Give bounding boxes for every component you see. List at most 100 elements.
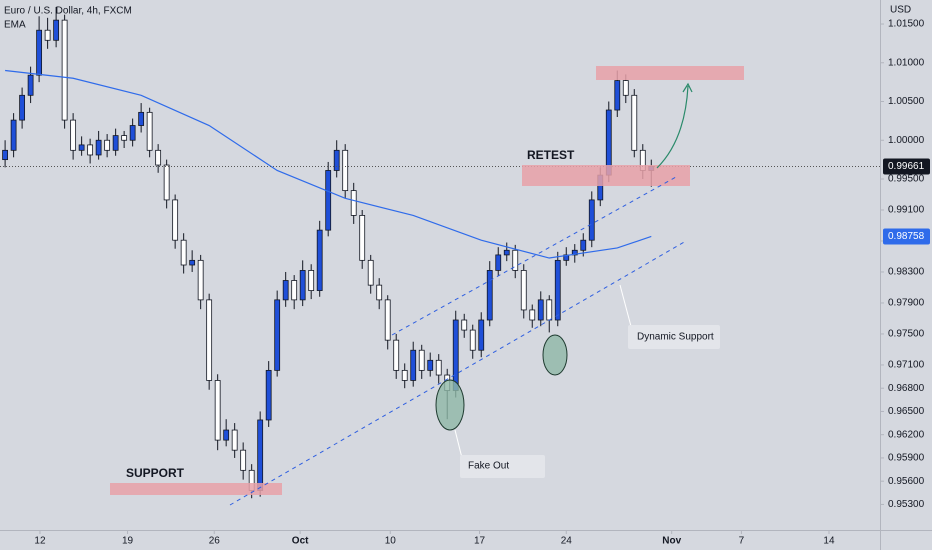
highlight-ellipse bbox=[435, 379, 465, 431]
callout-box bbox=[460, 455, 545, 478]
candle-body bbox=[393, 339, 400, 371]
x-tick-label: 14 bbox=[823, 536, 835, 547]
x-tick-label: 12 bbox=[34, 536, 46, 547]
annotation: RETEST bbox=[527, 148, 575, 162]
x-tick-label: 19 bbox=[122, 536, 134, 547]
candle-body bbox=[571, 249, 578, 256]
y-tick-label: 0.96500 bbox=[888, 406, 925, 417]
candle-body bbox=[537, 299, 544, 321]
y-tick-label: 0.95300 bbox=[888, 499, 925, 510]
candle-body bbox=[512, 249, 519, 271]
y-tick-label: 0.96800 bbox=[888, 383, 925, 394]
callout-box bbox=[628, 325, 720, 349]
candle-body bbox=[554, 259, 561, 321]
candle-body bbox=[384, 299, 391, 341]
y-tick-label: 0.99500 bbox=[888, 174, 925, 185]
y-tick-label: 1.00000 bbox=[888, 135, 925, 146]
retest-zone bbox=[522, 165, 690, 186]
candle-body bbox=[70, 119, 77, 151]
candle-body bbox=[19, 94, 26, 121]
highlight-ellipse bbox=[542, 334, 568, 376]
y-tick-label: 1.01000 bbox=[888, 57, 925, 68]
candle-body bbox=[333, 149, 340, 171]
candle-body bbox=[95, 139, 102, 156]
candle-body bbox=[257, 419, 264, 491]
callout-line bbox=[454, 429, 463, 459]
candle-body bbox=[631, 94, 638, 151]
chart-title: Euro / U.S. Dollar, 4h, FXCM bbox=[4, 6, 132, 17]
candle-body bbox=[427, 359, 434, 371]
candle-body bbox=[478, 319, 485, 351]
axis-unit: USD bbox=[890, 5, 911, 16]
candle-body bbox=[44, 29, 51, 41]
candle-body bbox=[2, 149, 9, 161]
candle-body bbox=[138, 111, 145, 126]
candle-body bbox=[580, 239, 587, 251]
candle-body bbox=[376, 284, 383, 301]
candle-body bbox=[231, 429, 238, 451]
candle-body bbox=[87, 144, 94, 156]
ema-price-label: 0.98758 bbox=[888, 231, 925, 242]
y-tick-label: 0.98300 bbox=[888, 267, 925, 278]
candle-body bbox=[265, 369, 272, 421]
x-tick-label: Oct bbox=[292, 536, 309, 547]
arrow-head bbox=[682, 82, 693, 93]
ema-line bbox=[5, 69, 652, 259]
annotation: Fake Out bbox=[468, 461, 509, 472]
candle-body bbox=[240, 449, 247, 471]
candle-body bbox=[282, 280, 289, 301]
candle-body bbox=[410, 349, 417, 381]
candle-body bbox=[112, 135, 119, 151]
candle-body bbox=[350, 190, 357, 216]
candle-body bbox=[163, 164, 170, 201]
candle-body bbox=[214, 380, 221, 441]
candle-body bbox=[197, 259, 204, 301]
candle-body bbox=[359, 215, 366, 261]
candle-body bbox=[299, 270, 306, 301]
candle-body bbox=[325, 170, 332, 231]
candle-body bbox=[180, 239, 187, 266]
candle-body bbox=[546, 299, 553, 321]
candle-body bbox=[27, 74, 34, 96]
candle-body bbox=[614, 80, 621, 111]
candle-body bbox=[529, 309, 536, 321]
trend-line bbox=[391, 176, 677, 336]
y-tick-label: 0.96200 bbox=[888, 429, 925, 440]
last-price-label: 0.99661 bbox=[888, 161, 925, 172]
annotation: SUPPORT bbox=[126, 466, 185, 480]
indicator-name: EMA bbox=[4, 20, 26, 31]
candle-body bbox=[53, 19, 60, 41]
candle-body bbox=[520, 270, 527, 311]
candle-body bbox=[452, 319, 459, 391]
candle-body bbox=[308, 270, 315, 291]
candle-body bbox=[622, 80, 629, 96]
target-zone bbox=[596, 66, 744, 80]
candle-body bbox=[495, 254, 502, 271]
drawings: SUPPORT RETEST Fake Out Dynamic Support bbox=[110, 66, 744, 506]
candle-body bbox=[61, 19, 68, 121]
y-tick-label: 1.00500 bbox=[888, 96, 925, 107]
x-tick-label: 7 bbox=[739, 536, 745, 547]
candle-body bbox=[104, 139, 111, 151]
candle-body bbox=[78, 144, 85, 151]
ema-price-box bbox=[883, 228, 930, 245]
x-tick-label: 26 bbox=[209, 536, 221, 547]
candle-body bbox=[342, 149, 349, 192]
candle-body bbox=[10, 119, 17, 151]
y-tick-label: 0.97100 bbox=[888, 360, 925, 371]
candle-body bbox=[435, 359, 442, 376]
candle-body bbox=[172, 199, 179, 241]
candle-body bbox=[155, 149, 162, 166]
candle-body bbox=[206, 299, 213, 381]
candle-body bbox=[418, 349, 425, 371]
y-tick-label: 0.95900 bbox=[888, 453, 925, 464]
last-price-box bbox=[883, 158, 930, 175]
candle-body bbox=[503, 249, 510, 256]
x-tick-label: Nov bbox=[662, 536, 681, 547]
annotation: Dynamic Support bbox=[637, 332, 714, 343]
x-tick-label: 24 bbox=[561, 536, 573, 547]
x-tick-label: 17 bbox=[474, 536, 486, 547]
support-zone bbox=[110, 483, 282, 495]
candle-body bbox=[121, 135, 128, 141]
